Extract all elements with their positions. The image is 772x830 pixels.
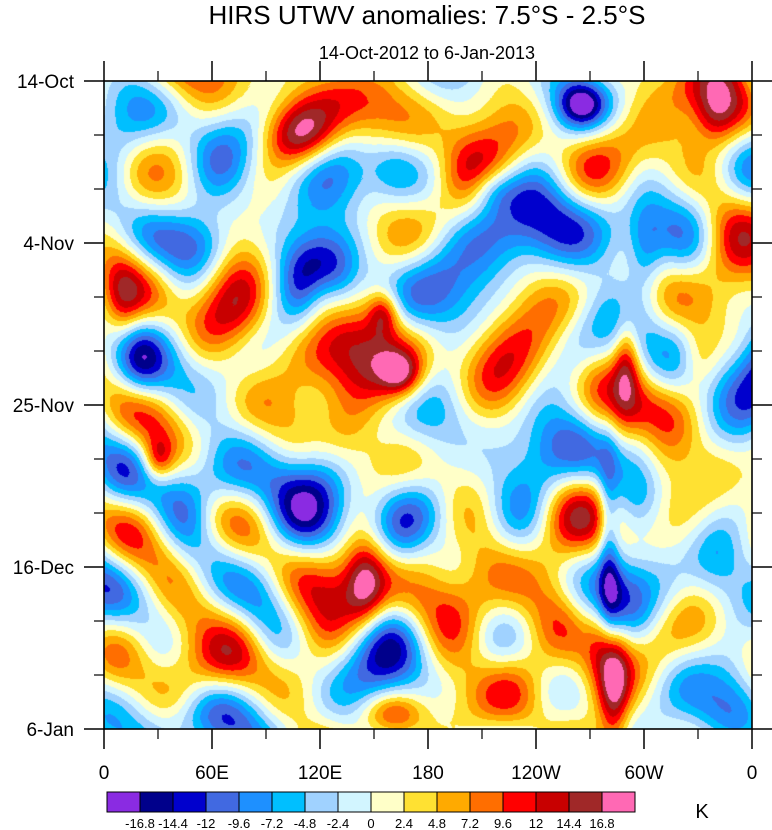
- colorbar-box: [106, 791, 141, 813]
- colorbar-box: [370, 791, 405, 813]
- y-tick-label: 4-Nov: [23, 234, 74, 255]
- colorbar-label: -14.4: [158, 816, 188, 830]
- colorbar-box: [304, 791, 339, 813]
- colorbar-box: [271, 791, 306, 813]
- y-tick-label: 6-Jan: [26, 720, 74, 741]
- colorbar-box: [436, 791, 471, 813]
- colorbar-label: -9.6: [228, 816, 250, 830]
- colorbar-box: [205, 791, 240, 813]
- x-tick-label: 0: [747, 763, 758, 784]
- colorbar-label: 4.8: [428, 816, 446, 830]
- colorbar-box: [568, 791, 603, 813]
- colorbar-label: -4.8: [294, 816, 316, 830]
- x-tick-label: 60W: [624, 763, 663, 784]
- colorbar-label: 0: [367, 816, 374, 830]
- colorbar-box: [469, 791, 504, 813]
- chart-subtitle: 14-Oct-2012 to 6-Jan-2013: [319, 43, 535, 63]
- colorbar-box: [139, 791, 174, 813]
- colorbar-box: [403, 791, 438, 813]
- colorbar-label: -12: [197, 816, 216, 830]
- colorbar-box: [601, 791, 636, 813]
- x-tick-label: 120W: [511, 763, 561, 784]
- x-tick-label: 0: [99, 763, 110, 784]
- chart-title: HIRS UTWV anomalies: 7.5°S - 2.5°S: [209, 0, 646, 30]
- colorbar-box: [238, 791, 273, 813]
- colorbar-unit: K: [695, 801, 709, 823]
- y-tick-label: 16-Dec: [13, 558, 74, 579]
- anomaly-field: [104, 81, 752, 729]
- colorbar-label: -2.4: [327, 816, 349, 830]
- colorbar-label: 14.4: [556, 816, 581, 830]
- colorbar-box: [172, 791, 207, 813]
- plot-field-container: [104, 81, 752, 729]
- colorbar-label: 16.8: [589, 816, 614, 830]
- colorbar-box: [337, 791, 372, 813]
- y-tick-label: 14-Oct: [17, 72, 75, 93]
- colorbar-label: -7.2: [261, 816, 283, 830]
- x-tick-label: 60E: [195, 763, 229, 784]
- x-tick-label: 120E: [298, 763, 342, 784]
- colorbar-box: [535, 791, 570, 813]
- axes: 0 60E 120E 180 120W 60W 0 14-Oct 4-Nov 25-Nov 16-D…: [13, 61, 772, 784]
- x-tick-label: 180: [412, 763, 444, 784]
- colorbar-label: 12: [529, 816, 543, 830]
- colorbar-box: [502, 791, 537, 813]
- colorbar-label: 2.4: [395, 816, 413, 830]
- colorbar-label: 9.6: [494, 816, 512, 830]
- colorbar: -16.8 -14.4 -12 -9.6 -7.2 -4.8 -2.4 0 2.4 4.8 7.2 9…: [106, 791, 636, 830]
- y-tick-label: 25-Nov: [13, 396, 75, 417]
- colorbar-label: -16.8: [125, 816, 155, 830]
- colorbar-label: 7.2: [461, 816, 479, 830]
